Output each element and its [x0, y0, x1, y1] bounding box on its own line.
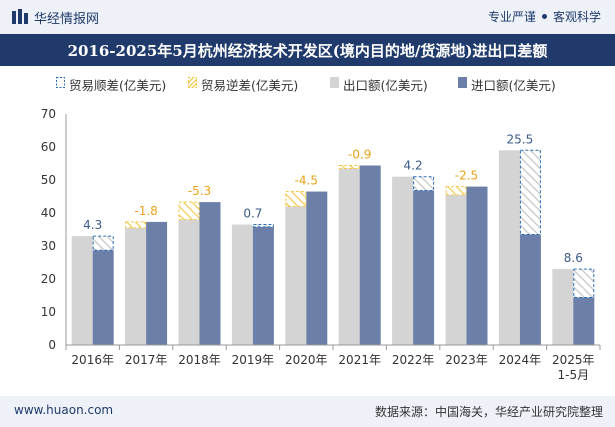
- balance-data-label: 4.2: [404, 159, 423, 173]
- legend-label-export: 出口额(亿美元): [343, 78, 428, 93]
- import-bar: [199, 202, 221, 345]
- export-bar: [552, 269, 574, 345]
- y-tick-label: 40: [41, 206, 56, 220]
- balance-data-label: -5.3: [188, 184, 211, 198]
- surplus-box: [413, 176, 435, 192]
- website-link[interactable]: www.huaon.com: [14, 403, 114, 417]
- y-tick-label: 60: [41, 140, 56, 154]
- import-bar: [519, 234, 541, 345]
- x-tick-label: 2017年: [125, 353, 168, 367]
- y-tick-label: 0: [48, 338, 56, 352]
- legend-swatch-deficit: [188, 77, 197, 88]
- balance-data-label: 8.6: [564, 251, 583, 265]
- legend-swatch-export: [330, 77, 339, 88]
- balance-data-label: 4.3: [83, 218, 102, 232]
- export-bar: [285, 206, 307, 345]
- export-bar: [231, 224, 253, 345]
- legend-swatch-import: [458, 77, 467, 88]
- title-bar: 2016-2025年5月杭州经济技术开发区(境内目的地/货源地)进出口差额: [0, 34, 615, 66]
- legend-swatch-surplus: [56, 77, 65, 88]
- x-axis: 2016年 2017年 2018年 2019年 2020年 2021年 2022年 2023年…: [65, 344, 601, 382]
- export-bar: [498, 150, 520, 345]
- huajing-logo-icon: [12, 9, 28, 24]
- chart-title: 2016-2025年5月杭州经济技术开发区(境内目的地/货源地)进出口差额: [67, 42, 548, 60]
- import-bar: [573, 297, 595, 345]
- data-source: 数据来源：中国海关，华经产业研究院整理: [374, 405, 603, 419]
- bars: 4.3 -1.8 -5.3 0.7 -4.5 -0.9 4.2 -2.5 25.5 8.6: [71, 132, 595, 345]
- surplus-box: [519, 149, 541, 235]
- legend-label-import: 进口额(亿美元): [471, 78, 556, 93]
- x-tick-label: 2021年: [338, 353, 381, 367]
- balance-data-label: -1.8: [134, 204, 157, 218]
- y-tick-label: 30: [41, 239, 56, 253]
- tagline: 专业严谨 客观科学: [488, 8, 601, 25]
- y-tick-label: 50: [41, 173, 56, 187]
- balance-data-label: 0.7: [243, 207, 262, 221]
- deficit-box: [285, 191, 307, 207]
- import-bar: [466, 186, 488, 345]
- x-tick-label: 2025年: [552, 353, 595, 367]
- y-tick-label: 10: [41, 305, 56, 319]
- surplus-box: [573, 268, 595, 298]
- export-bar: [445, 194, 467, 345]
- tagline-left: 专业严谨: [487, 10, 536, 24]
- export-bar: [338, 168, 360, 345]
- import-bar: [252, 226, 274, 345]
- x-tick-label: 2019年: [232, 353, 275, 367]
- surplus-box: [92, 235, 114, 251]
- legend-label-deficit: 贸易逆差(亿美元): [201, 78, 299, 93]
- top-bar: 华经情报网 专业严谨 客观科学: [0, 0, 615, 34]
- x-tick-label: 2018年: [178, 353, 221, 367]
- chart-legend: 贸易顺差(亿美元) 贸易逆差(亿美元) 出口额(亿美元) 进口额(亿美元): [0, 74, 615, 94]
- import-bar: [413, 190, 435, 345]
- balance-data-label: -4.5: [295, 174, 318, 188]
- import-bar: [146, 221, 168, 345]
- surplus-box: [252, 224, 274, 228]
- x-tick-label: 2023年: [445, 353, 488, 367]
- legend-label-surplus: 贸易顺差(亿美元): [69, 78, 167, 93]
- x-tick-label: 2020年: [285, 353, 328, 367]
- import-bar: [359, 165, 381, 345]
- footer-bar: www.huaon.com 数据来源：中国海关，华经产业研究院整理: [0, 396, 615, 427]
- x-tick-label: 2024年: [499, 353, 542, 367]
- y-tick-label: 70: [41, 107, 56, 121]
- export-bar: [125, 227, 147, 345]
- y-tick-label: 20: [41, 272, 56, 286]
- deficit-box: [125, 221, 147, 229]
- separator-dot-icon: [541, 14, 547, 19]
- deficit-box: [178, 201, 200, 221]
- balance-data-label: 25.5: [507, 132, 534, 146]
- tagline-right: 客观科学: [552, 10, 601, 24]
- balance-data-label: -0.9: [348, 147, 371, 161]
- import-bar: [92, 250, 114, 345]
- x-tick-label: 1-5月: [557, 368, 589, 382]
- x-tick-label: 2016年: [71, 353, 114, 367]
- deficit-box: [338, 164, 360, 169]
- deficit-box: [445, 186, 467, 196]
- brand-name: 华经情报网: [34, 12, 100, 27]
- balance-data-label: -2.5: [455, 169, 478, 183]
- export-bar: [178, 219, 200, 345]
- export-bar: [392, 176, 414, 345]
- export-bar: [71, 236, 93, 345]
- import-bar: [306, 191, 328, 345]
- x-tick-label: 2022年: [392, 353, 435, 367]
- y-axis: 0 10 20 30 40 50 60 70: [41, 107, 67, 352]
